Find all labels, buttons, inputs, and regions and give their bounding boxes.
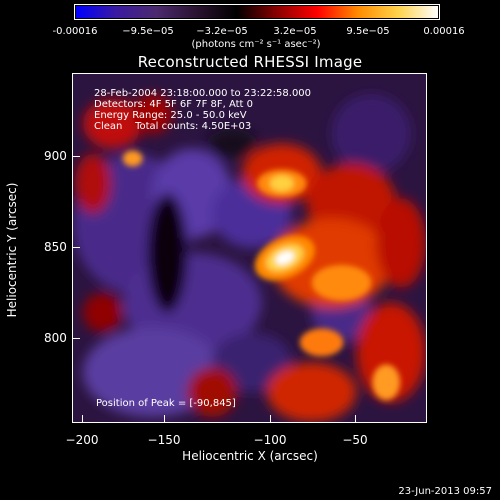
y-tick-label: 900	[44, 149, 67, 163]
colorbar-tick-label: −3.2e−05	[196, 26, 248, 37]
colorbar-units: (photons cm⁻² s⁻¹ asec⁻²)	[191, 39, 321, 50]
x-tick	[355, 415, 356, 423]
colorbar-tick-label: 3.2e−05	[273, 26, 317, 37]
y-tick	[72, 338, 80, 339]
detectors: Detectors: 4F 5F 6F 7F 8F, Att 0	[94, 99, 254, 110]
colorbar-tick-label: 0.00016	[423, 26, 465, 37]
image-title: Reconstructed RHESSI Image	[137, 53, 363, 71]
time-range: 28-Feb-2004 23:18:00.000 to 23:22:58.000	[94, 88, 312, 99]
x-tick	[164, 415, 165, 423]
x-tick	[270, 415, 271, 423]
x-tick-label: −150	[147, 433, 181, 447]
x-tick-label: −50	[342, 433, 368, 447]
colorbar-tick-label: −9.5e−05	[122, 26, 174, 37]
clean-counts: Clean Total counts: 4.50E+03	[94, 121, 252, 132]
colorbar	[74, 4, 440, 20]
y-tick	[72, 156, 80, 157]
energy-range: Energy Range: 25.0 - 50.0 keV	[94, 110, 247, 121]
colorbar-tick-label: 9.5e−05	[346, 26, 390, 37]
x-tick-label: −200	[65, 433, 99, 447]
y-tick-label: 850	[44, 240, 67, 254]
timestamp: 23-Jun-2013 09:57	[398, 486, 492, 497]
colorbar-gradient	[76, 6, 438, 18]
peak-position: Position of Peak = [-90,845]	[96, 398, 236, 409]
colorbar-tick-label: -0.00016	[52, 26, 98, 37]
y-tick	[72, 247, 80, 248]
image-plot	[72, 73, 427, 423]
y-axis-label: Heliocentric Y (arcsec)	[5, 182, 19, 318]
rhessi-map	[73, 74, 426, 422]
x-tick	[82, 415, 83, 423]
x-tick-label: −100	[253, 433, 287, 447]
y-tick-label: 800	[44, 331, 67, 345]
x-axis-label: Heliocentric X (arcsec)	[182, 449, 318, 463]
